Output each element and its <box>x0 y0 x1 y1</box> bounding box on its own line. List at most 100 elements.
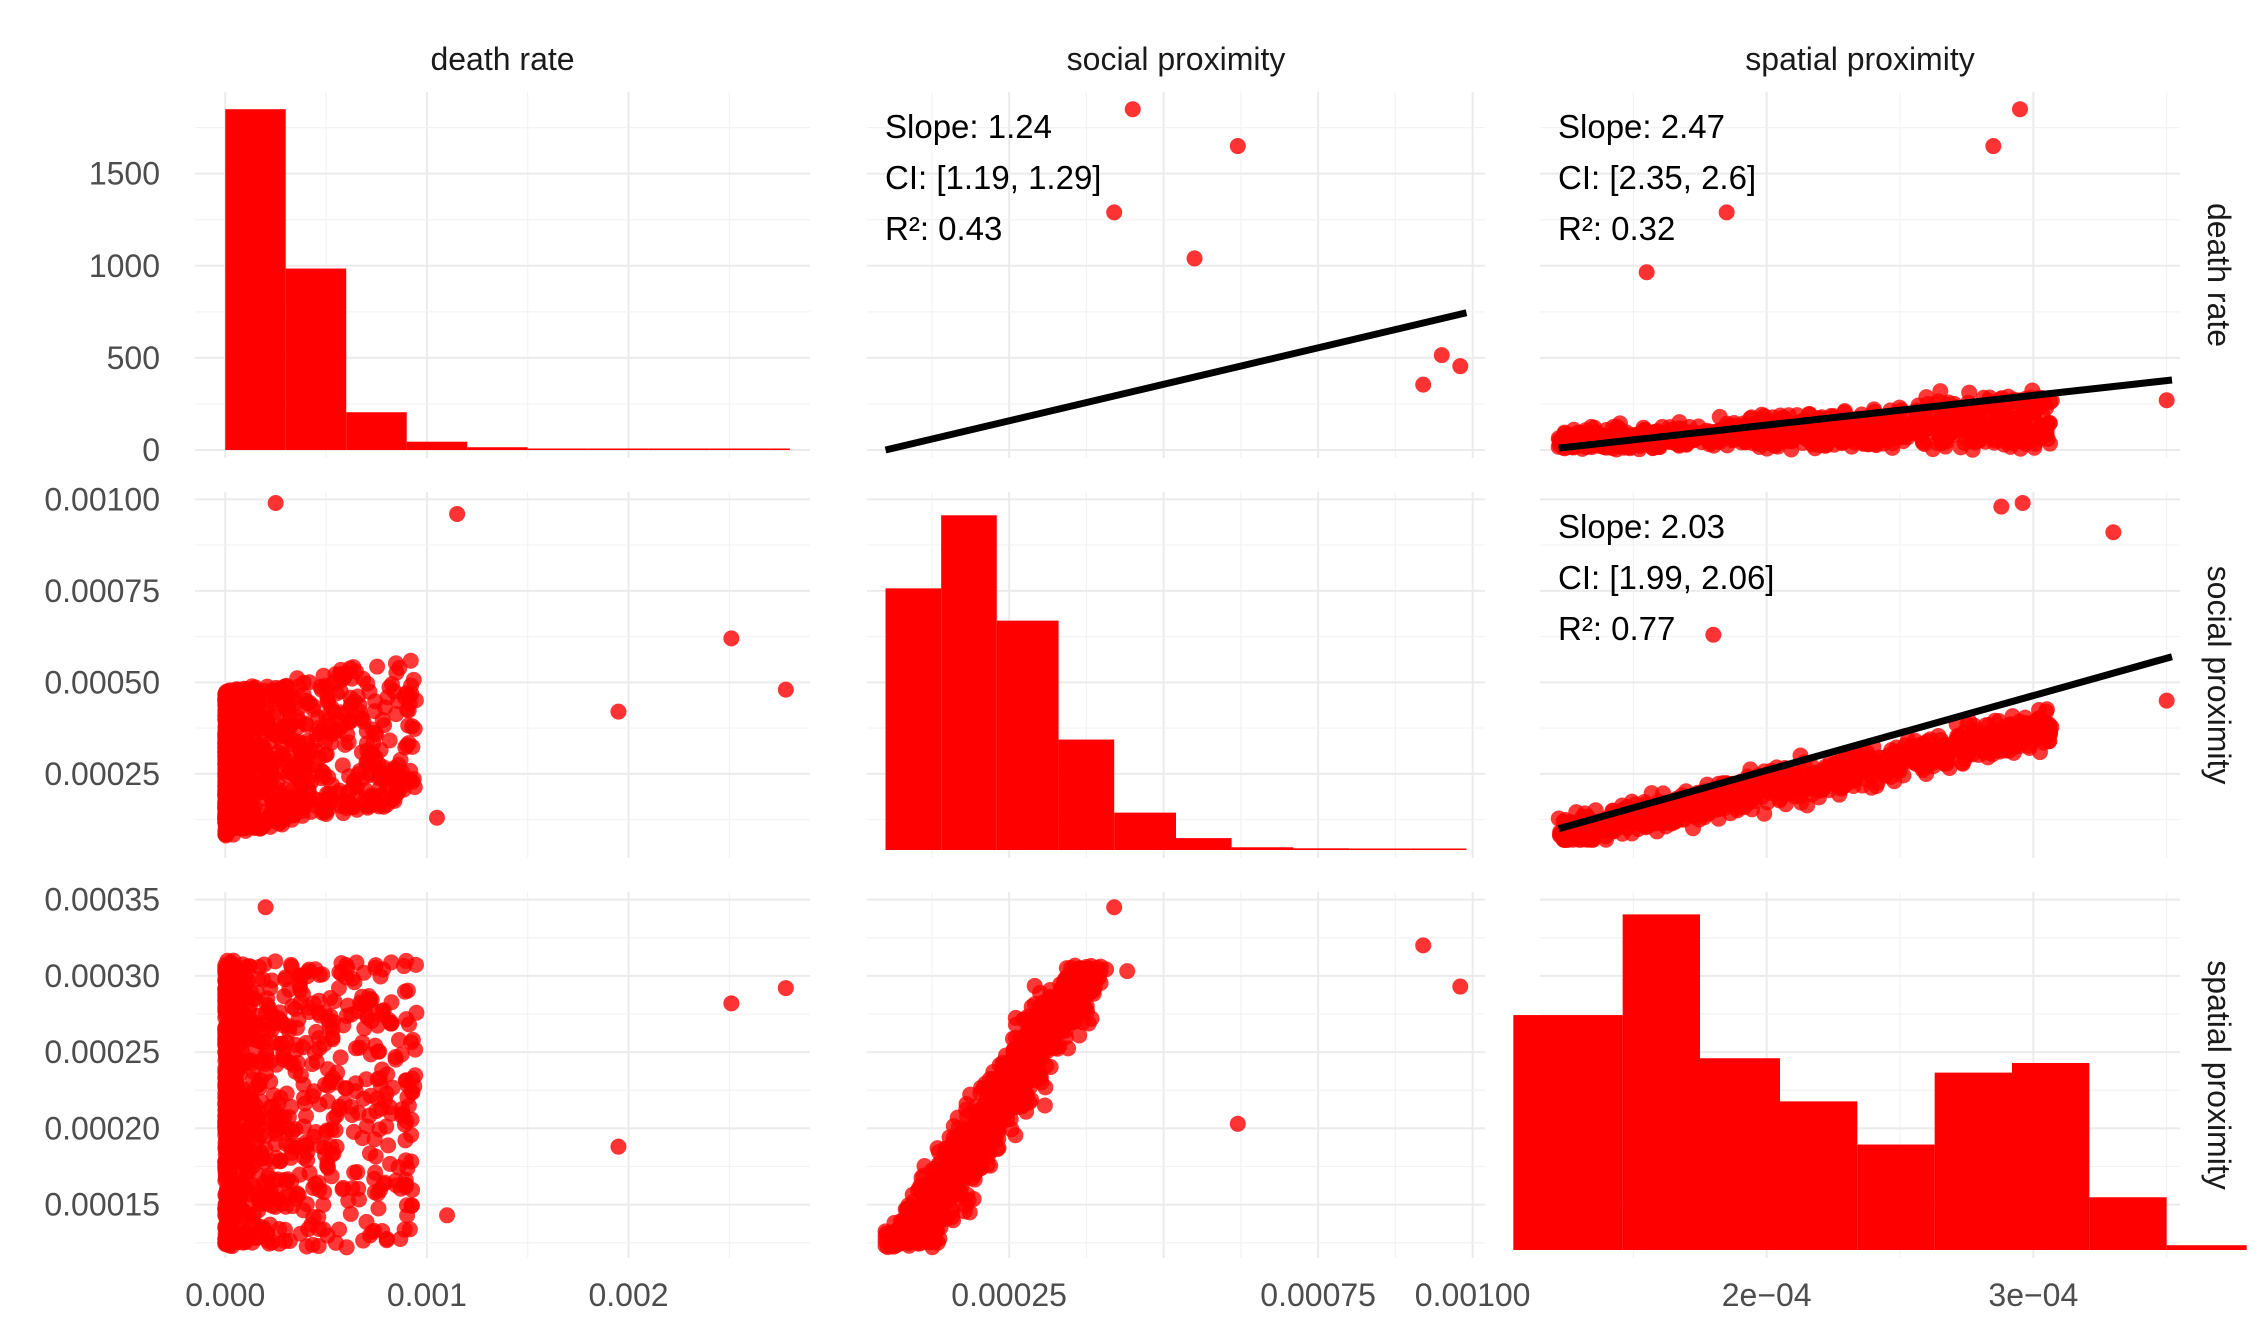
y-tick-label: 0.00075 <box>44 573 160 609</box>
annotation-ci: CI: [1.99, 2.06] <box>1558 559 1774 596</box>
scatter-point <box>1119 963 1136 980</box>
scatter-point <box>1982 724 1999 741</box>
scatter-point <box>1031 1034 1048 1051</box>
scatter-point <box>1415 376 1432 393</box>
scatter-point <box>255 1050 272 1067</box>
scatter-point <box>1774 424 1791 441</box>
scatter-point <box>1597 831 1614 848</box>
scatter-point <box>267 494 284 511</box>
scatter-point <box>2031 710 2048 727</box>
scatter-point <box>1756 407 1773 424</box>
scatter-point <box>1452 978 1469 995</box>
scatter-point <box>406 720 423 737</box>
scatter-point <box>1925 754 1942 771</box>
notable-points <box>1106 899 1469 1132</box>
scatter-point <box>1562 429 1579 446</box>
scatter-point <box>1106 204 1123 221</box>
scatter-point <box>399 982 416 999</box>
scatter-point <box>270 1095 287 1112</box>
scatter-point <box>327 666 344 683</box>
scatter-point <box>1030 1005 1047 1022</box>
scatter-point <box>2009 430 2026 447</box>
scatter-point <box>882 1237 899 1254</box>
strip-label-top: death rate <box>430 41 574 77</box>
y-tick-label: 0.00030 <box>44 958 160 994</box>
scatter-point <box>291 975 308 992</box>
scatter-point <box>1077 978 1094 995</box>
scatter-point <box>439 1207 456 1224</box>
x-tick-label: 0.000 <box>185 1277 265 1313</box>
scatter-point <box>240 1052 257 1069</box>
histogram-bar <box>406 441 468 450</box>
scatter-point <box>268 1150 285 1167</box>
x-tick-label: 0.00100 <box>1415 1277 1531 1313</box>
scatter-point <box>308 732 325 749</box>
scatter-point <box>227 1056 244 1073</box>
scatter-point <box>2158 692 2175 709</box>
scatter-point <box>1719 793 1736 810</box>
scatter-point <box>219 1113 236 1130</box>
scatter-point <box>263 972 280 989</box>
scatter-point <box>315 764 332 781</box>
scatter-point <box>240 989 257 1006</box>
scatter-point <box>263 1197 280 1214</box>
scatter-point <box>971 1119 988 1136</box>
scatter-point <box>239 1018 256 1035</box>
scatter-point <box>978 1088 995 1105</box>
y-tick-label: 0.00015 <box>44 1187 160 1223</box>
scatter-point <box>610 1138 627 1155</box>
scatter-point <box>278 1188 295 1205</box>
scatter-point <box>360 988 377 1005</box>
scatter-point <box>257 899 274 916</box>
annotation-r2: R²: 0.32 <box>1558 210 1675 247</box>
scatter-point <box>335 1017 352 1034</box>
scatter-point <box>374 711 391 728</box>
scatter-point <box>255 727 272 744</box>
scatter-point <box>1124 101 1141 118</box>
scatter-point <box>958 1096 975 1113</box>
scatter-point <box>383 954 400 971</box>
scatter-point <box>378 1230 395 1247</box>
scatter-point <box>1718 204 1735 221</box>
scatter-point <box>310 1004 327 1021</box>
scatter-point <box>378 779 395 796</box>
annotation-slope: Slope: 2.47 <box>1558 108 1725 145</box>
histogram-bar <box>996 620 1059 850</box>
scatter-point <box>1914 417 1931 434</box>
scatter-point <box>342 1205 359 1222</box>
scatter-point <box>896 1226 913 1243</box>
scatter-point <box>323 1138 340 1155</box>
scatter-point <box>359 675 376 692</box>
scatter-point <box>1229 138 1246 155</box>
scatter-point <box>383 676 400 693</box>
panel-2-1 <box>867 892 1485 1258</box>
scatter-point <box>354 1034 371 1051</box>
scatter-point <box>1057 995 1074 1012</box>
histogram-bar <box>588 448 649 450</box>
scatter-point <box>217 1076 234 1093</box>
scatter-social-proximity-vs-spatial-proximity <box>877 957 1136 1256</box>
histogram-bar <box>1780 1101 1858 1250</box>
scatter-point <box>398 1011 415 1028</box>
scatter-point <box>390 1032 407 1049</box>
scatter-point <box>295 1202 312 1219</box>
scatter-point <box>1966 434 1983 451</box>
scatter-point <box>2021 739 2038 756</box>
scatter-point <box>241 1090 258 1107</box>
scatter-point <box>321 1019 338 1036</box>
scatter-point <box>2014 494 2031 511</box>
scatter-point <box>1838 752 1855 769</box>
scatter-point <box>380 1012 397 1029</box>
histogram-bar <box>1622 914 1700 1250</box>
scatter-point <box>234 1234 251 1251</box>
scatter-point <box>281 1232 298 1249</box>
panel-0-2 <box>1540 92 2180 458</box>
scatter-point <box>1660 799 1677 816</box>
scatter-point <box>375 1176 392 1193</box>
histogram-bar <box>527 448 589 450</box>
scatter-point <box>222 983 239 1000</box>
scatter-point <box>217 735 234 752</box>
scatter-point <box>1750 775 1767 792</box>
histogram-bar <box>1513 1015 1623 1250</box>
scatter-point <box>359 1009 376 1026</box>
